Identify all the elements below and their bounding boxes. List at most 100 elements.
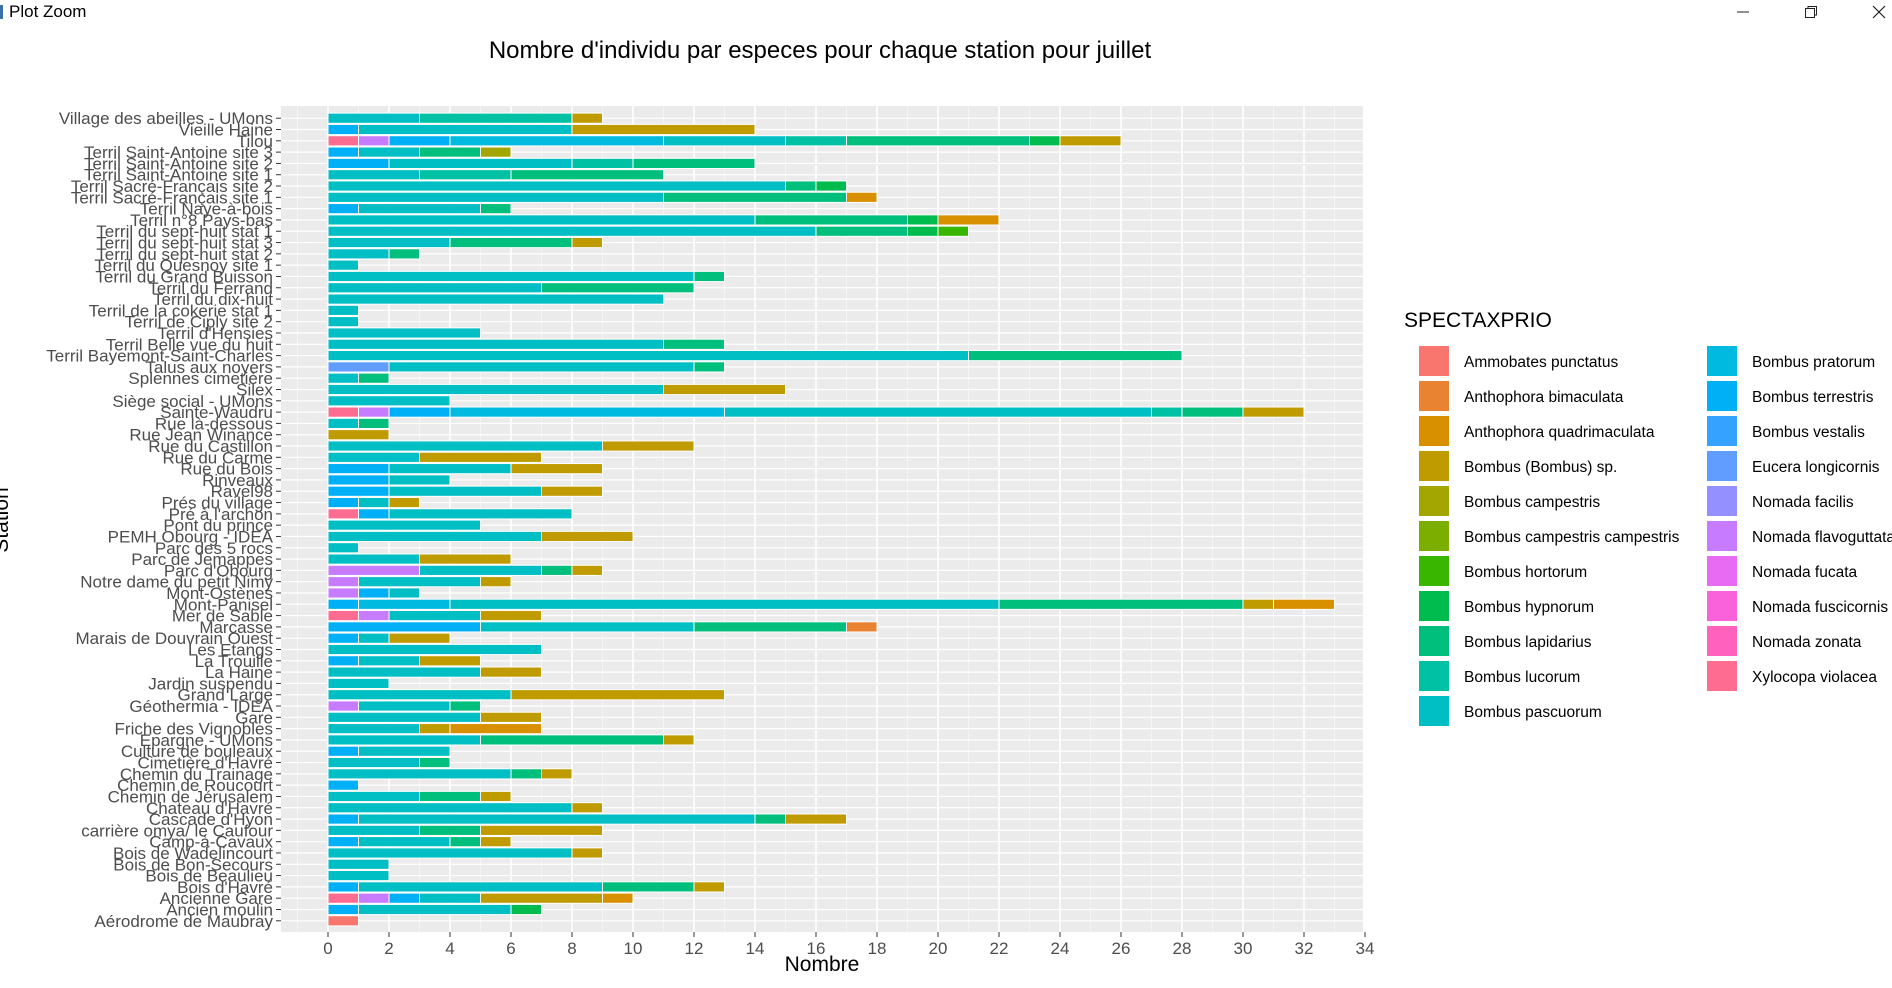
bar-segment	[327, 824, 420, 836]
bar-segment	[327, 915, 359, 927]
bar-segment	[327, 304, 359, 316]
legend-key	[1707, 661, 1737, 691]
legend-key	[1707, 346, 1737, 376]
bar-segment	[388, 474, 451, 486]
y-tick-label: Bois de Bon-Secours	[113, 855, 273, 874]
restore-button[interactable]	[1788, 0, 1834, 24]
legend-label: Bombus vestalis	[1752, 424, 1865, 441]
bar-segment	[327, 293, 664, 305]
bar-segment	[419, 564, 542, 576]
bar-segment	[419, 553, 512, 565]
bar-segment	[419, 112, 573, 124]
bar-segment	[327, 903, 359, 916]
x-tick-label: 12	[685, 939, 704, 958]
bar-segment	[327, 180, 786, 192]
bar-segment	[358, 576, 481, 588]
bar-segment	[388, 892, 420, 904]
legend-key	[1707, 521, 1737, 551]
chart-title: Nombre d'individu par especes pour chaqu…	[489, 37, 1152, 64]
bar-segment	[327, 395, 451, 407]
y-tick-label: Terril du Quesnoy site 1	[94, 256, 273, 275]
bar-segment	[358, 609, 390, 622]
bar-segment	[327, 802, 573, 814]
app-icon	[0, 5, 3, 19]
y-tick-label: Parc d'Obourg	[164, 561, 273, 580]
bar-segment	[541, 564, 573, 576]
bar-segment	[327, 350, 969, 362]
bar-segment	[327, 768, 512, 780]
bar-segment	[693, 270, 725, 283]
bar-segment	[480, 203, 512, 215]
bar-segment	[571, 802, 603, 814]
bar-segment	[419, 146, 481, 158]
bar-segment	[541, 282, 695, 294]
y-tick-label: Ancienne Gare	[160, 889, 273, 908]
minimize-button[interactable]	[1720, 0, 1766, 24]
bar-segment	[327, 847, 573, 859]
legend-label: Bombus pratorum	[1752, 354, 1875, 371]
y-tick-label: Rue du Castillon	[148, 437, 273, 456]
bar-segment	[327, 711, 481, 723]
y-tick-label: Mer de Sable	[172, 607, 273, 626]
bar-segment	[1151, 406, 1183, 418]
minimize-icon	[1737, 11, 1749, 13]
bar-segment	[510, 689, 725, 701]
y-tick-label: Talus aux noyers	[145, 358, 273, 377]
x-tick-label: 18	[868, 939, 887, 958]
bar-segment	[327, 869, 390, 882]
y-tick-label: carrière omya/ le Caufour	[81, 821, 273, 840]
bar-segment	[663, 383, 786, 396]
y-axis-label: Station	[0, 487, 13, 552]
bar-segment	[327, 474, 390, 486]
x-tick-label: 24	[1051, 939, 1070, 958]
bar-segment	[510, 768, 542, 780]
legend-label: Eucera longicornis	[1752, 459, 1880, 476]
bar-segment	[327, 372, 359, 384]
bar-segment	[327, 191, 664, 203]
bar-segment	[327, 621, 481, 633]
bar-segment	[754, 214, 908, 226]
bar-segment	[327, 135, 359, 147]
bar-segment	[907, 214, 939, 226]
bar-segment	[327, 169, 420, 181]
bar-segment	[327, 564, 420, 576]
bar-segment	[327, 643, 542, 656]
legend-label: Nomada facilis	[1752, 494, 1854, 511]
restore-icon	[1805, 6, 1817, 18]
bar-segment	[571, 564, 603, 576]
bar-segment	[327, 429, 390, 441]
bar-segment	[449, 135, 664, 147]
bar-segment	[846, 191, 878, 203]
legend-key	[1707, 381, 1737, 411]
y-tick-label: Terril du sept-huit stat 2	[96, 245, 273, 264]
y-tick-label: Friche des Vignobles	[115, 720, 273, 739]
bar-segment	[327, 259, 359, 271]
y-tick-label: Notre dame du petit Nimy	[80, 573, 273, 592]
bar-segment	[480, 711, 542, 723]
bar-segment	[358, 203, 481, 215]
legend: SPECTAXPRIO Ammobates punctatus Anthophor…	[1404, 309, 1892, 726]
x-tick-label: 14	[746, 939, 765, 958]
bar-segment	[968, 350, 1183, 362]
bar-segment	[327, 112, 420, 124]
y-tick-label: Terril Sacré-Français site 1	[71, 188, 273, 207]
bar-segment	[388, 496, 420, 509]
bar-segment	[480, 790, 512, 803]
bar-segment	[846, 135, 1030, 147]
legend-label: Nomada fucata	[1752, 564, 1857, 581]
bar-segment	[388, 361, 695, 373]
bar-segment	[358, 406, 390, 418]
legend-key	[1419, 591, 1449, 621]
bar-segment	[327, 361, 390, 373]
bar-segment	[327, 655, 359, 667]
y-tick-label: Ancien moulin	[166, 900, 273, 919]
legend-key	[1707, 556, 1737, 586]
y-tick-label: Pont du prince	[163, 516, 273, 535]
bar-segment	[358, 135, 390, 147]
bar-segment	[327, 338, 664, 350]
close-button[interactable]	[1856, 0, 1892, 24]
y-tick-label: Rue du Bois	[180, 460, 273, 479]
bar-segment	[663, 135, 786, 147]
bar-segment	[388, 135, 451, 147]
bar-segment	[1273, 598, 1335, 610]
